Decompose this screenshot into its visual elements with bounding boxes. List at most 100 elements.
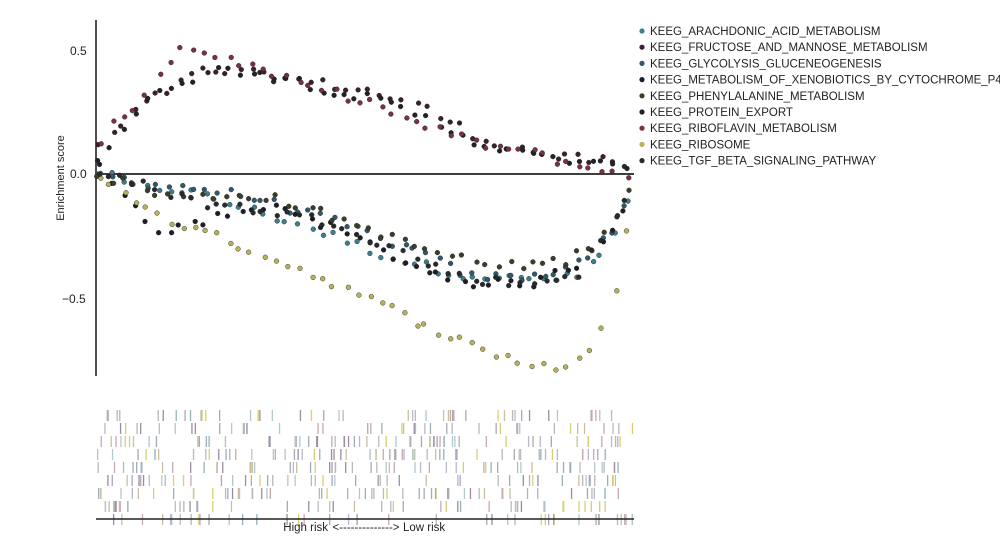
point-keeg-phenylalanine-metabolism	[246, 196, 252, 202]
barcode-tick	[420, 436, 423, 447]
barcode-tick	[331, 475, 333, 486]
point-keeg-ribosome	[123, 190, 129, 196]
point-keeg-glycolysis-gluceneogenesis	[317, 210, 323, 216]
barcode-tick	[543, 501, 545, 512]
point-keeg-ribosome	[228, 240, 234, 247]
barcode-tick	[593, 449, 595, 460]
barcode-tick	[316, 436, 318, 447]
point-keeg-tgf-beta-signaling-pathway	[456, 270, 462, 277]
barcode-tick	[490, 462, 492, 473]
point-keeg-fructose-and-mannose-metabolism	[343, 87, 349, 93]
legend-marker	[639, 141, 645, 147]
point-keeg-protein-export	[550, 154, 556, 160]
point-keeg-tgf-beta-signaling-pathway	[257, 208, 263, 215]
barcode-tick	[157, 410, 159, 421]
barcode-tick	[137, 449, 139, 460]
point-keeg-ribosome	[553, 367, 559, 373]
barcode-tick	[308, 436, 310, 447]
barcode-tick	[115, 501, 117, 512]
point-keeg-phenylalanine-metabolism	[601, 229, 607, 235]
point-keeg-fructose-and-mannose-metabolism	[561, 151, 568, 157]
barcode-tick	[249, 410, 252, 421]
barcode-tick	[353, 501, 356, 512]
barcode-tick	[591, 488, 593, 499]
point-keeg-phenylalanine-metabolism	[411, 243, 417, 250]
barcode-tick	[100, 436, 102, 447]
enrichment-points	[94, 44, 632, 373]
point-keeg-phenylalanine-metabolism	[224, 194, 230, 200]
barcode-tick	[323, 410, 325, 421]
barcode-tick	[190, 462, 192, 473]
point-keeg-riboflavin-metabolism	[334, 86, 340, 92]
point-keeg-tgf-beta-signaling-pathway	[205, 205, 211, 211]
barcode-tick	[595, 410, 597, 421]
point-keeg-glycolysis-gluceneogenesis	[271, 196, 277, 203]
barcode-tick	[108, 501, 110, 512]
barcode-tick	[197, 501, 199, 512]
point-keeg-arachdonic-acid-metabolism	[274, 218, 280, 224]
legend-marker	[639, 109, 645, 115]
barcode-tick	[243, 423, 245, 434]
point-keeg-metabolism-of-xenobiotics-by-cytochrome-p450	[432, 269, 439, 275]
barcode-tick	[97, 462, 99, 473]
barcode-tick	[212, 501, 214, 512]
point-keeg-protein-export	[388, 99, 394, 105]
point-keeg-phenylalanine-metabolism	[626, 187, 632, 193]
barcode-tick	[338, 410, 340, 421]
barcode-row-keeg-metabolism-of-xenobiotics-by-cytochrome-p450	[97, 449, 606, 460]
barcode-tick	[587, 449, 589, 460]
point-keeg-riboflavin-metabolism	[532, 147, 538, 153]
point-keeg-tgf-beta-signaling-pathway	[532, 281, 538, 287]
barcode-tick	[295, 436, 298, 447]
barcode-tick	[137, 488, 139, 499]
barcode-tick	[369, 449, 371, 460]
legend-label: KEEG_ARACHDONIC_ACID_METABOLISM	[650, 26, 880, 38]
barcode-tick	[570, 488, 573, 499]
barcode-tick	[449, 410, 452, 421]
point-keeg-glycolysis-gluceneogenesis	[344, 224, 350, 230]
barcode-tick	[326, 488, 328, 499]
point-keeg-tgf-beta-signaling-pathway	[213, 201, 219, 207]
barcode-tick	[390, 501, 392, 512]
barcode-tick	[429, 423, 432, 434]
point-keeg-riboflavin-metabolism	[168, 59, 174, 66]
barcode-tick	[278, 423, 281, 434]
barcode-tick	[292, 462, 294, 473]
barcode-tick	[197, 436, 199, 447]
barcode-tick	[358, 488, 361, 499]
barcode-tick	[294, 475, 296, 486]
barcode-tick	[269, 436, 271, 447]
barcode-tick	[610, 410, 613, 421]
barcode-tick	[287, 475, 289, 486]
point-keeg-arachdonic-acid-metabolism	[590, 259, 597, 265]
legend-marker	[639, 93, 645, 99]
point-keeg-riboflavin-metabolism	[599, 169, 605, 175]
y-tick-label-0.5: 0.5	[70, 44, 87, 58]
barcode-tick	[329, 501, 331, 512]
barcode-tick	[266, 488, 268, 499]
barcode-tick	[413, 423, 415, 434]
barcode-tick	[216, 462, 218, 473]
barcode-tick	[224, 436, 227, 447]
barcode-tick	[370, 423, 372, 434]
point-keeg-metabolism-of-xenobiotics-by-cytochrome-p450	[609, 227, 616, 233]
barcode-tick	[451, 436, 454, 447]
point-keeg-tgf-beta-signaling-pathway	[415, 256, 421, 262]
point-keeg-tgf-beta-signaling-pathway	[309, 212, 315, 218]
barcode-tick	[423, 488, 425, 499]
point-keeg-arachdonic-acid-metabolism	[367, 250, 373, 257]
point-keeg-metabolism-of-xenobiotics-by-cytochrome-p450	[470, 284, 477, 290]
barcode-tick	[106, 410, 108, 421]
point-keeg-phenylalanine-metabolism	[236, 192, 242, 199]
barcode-tick	[457, 475, 459, 486]
barcode-tick	[322, 423, 324, 434]
point-keeg-ribosome	[541, 361, 547, 367]
point-keeg-ribosome	[623, 228, 630, 234]
barcode-tick	[447, 410, 450, 421]
barcode-row-keeg-phenylalanine-metabolism	[97, 462, 619, 473]
barcode-tick	[345, 462, 347, 473]
point-keeg-tgf-beta-signaling-pathway	[445, 271, 451, 277]
point-keeg-phenylalanine-metabolism	[563, 262, 569, 268]
point-keeg-riboflavin-metabolism	[515, 146, 521, 152]
barcode-tick	[443, 436, 445, 447]
